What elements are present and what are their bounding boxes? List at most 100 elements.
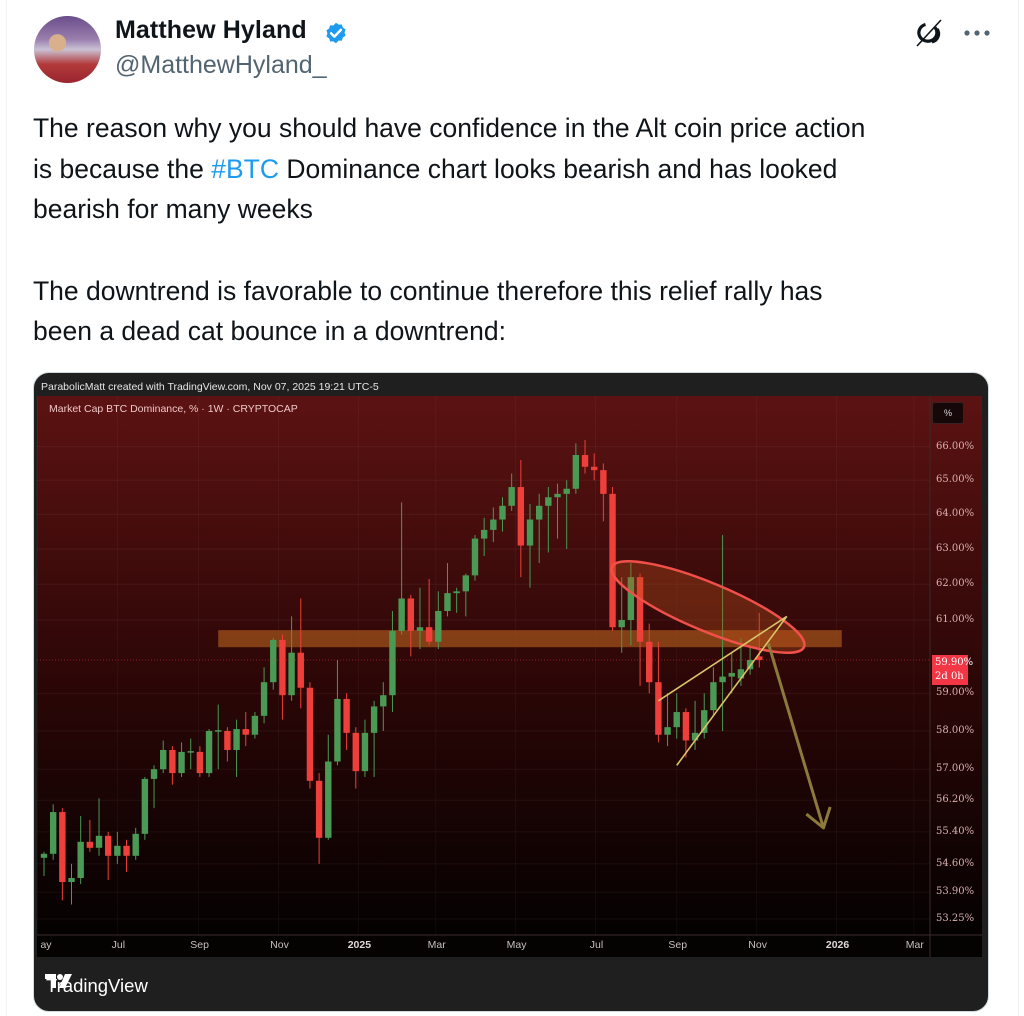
candle-body <box>251 715 259 735</box>
tradingview-logo-text: TradingView <box>46 975 148 996</box>
candle <box>416 587 424 650</box>
candle-body <box>352 732 359 772</box>
candle-body <box>150 769 158 779</box>
tweet-line: bearish for many weeks <box>33 194 313 224</box>
candle <box>187 738 194 770</box>
candle-body <box>673 712 680 728</box>
candle <box>444 563 451 617</box>
candle-body <box>123 845 130 856</box>
candle-body <box>462 575 470 592</box>
candle <box>361 719 369 777</box>
candle-body <box>480 529 488 539</box>
candle-body <box>627 577 635 620</box>
author-handle[interactable]: @MatthewHyland_ <box>115 51 327 79</box>
scale-percent-button[interactable]: % <box>932 402 964 424</box>
candle-body <box>132 833 139 856</box>
chart-image[interactable]: ParabolicMatt created with TradingView.c… <box>33 372 989 1012</box>
candle-body <box>499 505 506 520</box>
candle-body <box>572 455 580 489</box>
candle <box>224 727 231 762</box>
candle-body <box>591 466 598 471</box>
more-options-icon[interactable] <box>960 20 994 46</box>
candle <box>756 612 763 668</box>
x-tick-label: Sep <box>190 939 209 951</box>
candle-body <box>169 749 176 774</box>
btc-dominance-chart <box>36 396 982 957</box>
candle <box>453 587 460 613</box>
candle-body <box>95 835 103 848</box>
candle-body <box>215 730 222 732</box>
candle-body <box>746 660 754 670</box>
y-tick-label: 53.25% <box>936 912 975 924</box>
grok-icon[interactable] <box>913 18 945 48</box>
time-axis-background <box>37 935 982 957</box>
candle-body <box>471 538 479 576</box>
candle-body <box>104 835 112 856</box>
candle-body <box>315 780 323 838</box>
candle <box>581 440 589 474</box>
author-name[interactable]: Matthew Hyland <box>115 16 307 44</box>
x-tick-label: Mar <box>905 939 924 951</box>
candle-body <box>389 630 396 696</box>
candle <box>682 708 690 758</box>
y-tick-label: 58.00% <box>936 724 975 736</box>
down-arrow-head <box>805 806 832 830</box>
candle-body <box>325 761 332 838</box>
tweet-text: The reason why you should have confidenc… <box>33 108 865 352</box>
candle <box>352 727 359 789</box>
down-arrow-shaft <box>766 643 825 829</box>
candle <box>178 742 185 777</box>
candle-body <box>756 656 763 661</box>
candle <box>389 611 396 713</box>
candle <box>636 573 644 686</box>
candle-body <box>398 598 405 631</box>
y-tick-label: 54.60% <box>936 857 975 869</box>
candle <box>260 667 268 724</box>
candle <box>95 798 103 856</box>
candle <box>77 816 84 885</box>
y-tick-label: 66.00% <box>936 440 975 452</box>
candle <box>499 497 506 532</box>
x-tick-label: Nov <box>748 939 767 951</box>
candle <box>86 819 94 852</box>
y-tick-label: 57.00% <box>936 763 975 775</box>
candle <box>59 808 66 901</box>
x-tick-label: ay <box>40 939 52 951</box>
tweet-line: been a dead cat bounce in a downtrend: <box>33 316 506 346</box>
candle <box>49 804 57 860</box>
plot-background <box>37 396 930 935</box>
candle <box>306 682 314 789</box>
candle-body <box>554 493 561 498</box>
candle-body <box>728 672 735 677</box>
current-price: 59.90% <box>935 657 974 668</box>
candle <box>104 831 112 881</box>
chart-symbol-line: Market Cap BTC Dominance, % · 1W · CRYPT… <box>49 403 298 415</box>
candle-body <box>737 669 745 679</box>
hashtag-link[interactable]: #BTC <box>211 153 280 184</box>
candle <box>398 502 405 635</box>
candle-body <box>444 593 451 612</box>
wedge-trendline <box>676 615 788 766</box>
candle-body <box>343 698 350 733</box>
timeline-border-left <box>6 0 7 1016</box>
candle-body <box>719 676 726 683</box>
x-tick-label: 2025 <box>347 939 372 951</box>
candle <box>517 460 525 578</box>
y-tick-label: 56.20% <box>936 794 975 806</box>
candle-body <box>178 751 185 774</box>
x-tick-label: Nov <box>270 939 289 951</box>
candle <box>526 504 534 588</box>
y-tick-label: 55.40% <box>936 825 975 837</box>
candle-body <box>535 505 543 520</box>
candle-body <box>490 519 497 530</box>
candle-body <box>618 620 625 628</box>
candle-body <box>682 712 690 741</box>
tweet-text-segment: Dominance chart looks bearish and has lo… <box>279 153 838 184</box>
candle-body <box>187 751 194 753</box>
candle-body <box>545 497 552 506</box>
avatar[interactable] <box>34 16 101 83</box>
y-tick-label: 64.00% <box>936 508 975 520</box>
candle-body <box>306 687 314 781</box>
candle-body <box>563 488 570 494</box>
resistance-zone <box>218 630 842 648</box>
